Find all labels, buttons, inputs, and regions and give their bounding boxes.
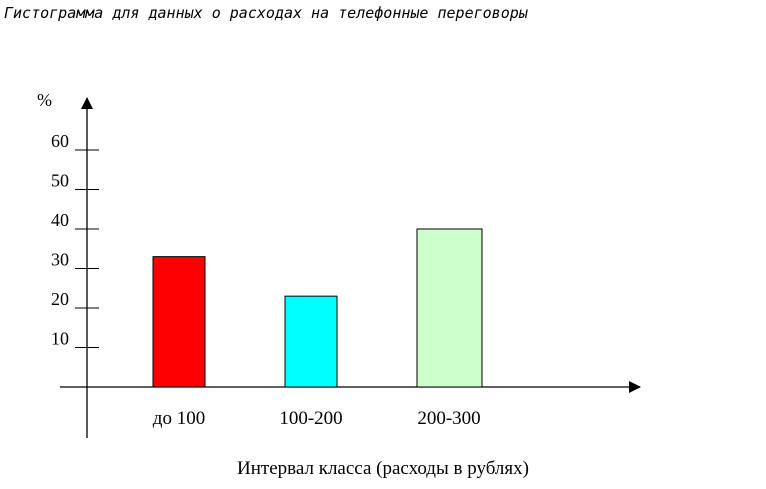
bar-3 [416, 228, 483, 388]
bars [152, 228, 483, 388]
x-axis-label: Интервал класса (расходы в рублях) [237, 458, 529, 479]
y-axis-label: % [37, 90, 52, 110]
y-tick-label: 40 [51, 210, 69, 230]
bar-1 [152, 256, 206, 388]
bar-2 [284, 295, 338, 388]
y-tick-label: 50 [51, 171, 69, 191]
x-tick-label: до 100 [153, 408, 205, 429]
x-tick-labels: до 100 100-200 200-300 [153, 408, 481, 429]
y-tick-label: 20 [51, 289, 69, 309]
x-tick-label: 200-300 [417, 408, 480, 429]
y-tick-label: 10 [51, 329, 69, 349]
x-tick-label: 100-200 [279, 408, 342, 429]
y-tick-label: 60 [51, 131, 69, 151]
y-ticks: 10 20 30 40 50 60 [51, 131, 99, 349]
chart-title: Гистограмма для данных о расходах на тел… [4, 4, 529, 22]
y-tick-label: 30 [51, 250, 69, 270]
